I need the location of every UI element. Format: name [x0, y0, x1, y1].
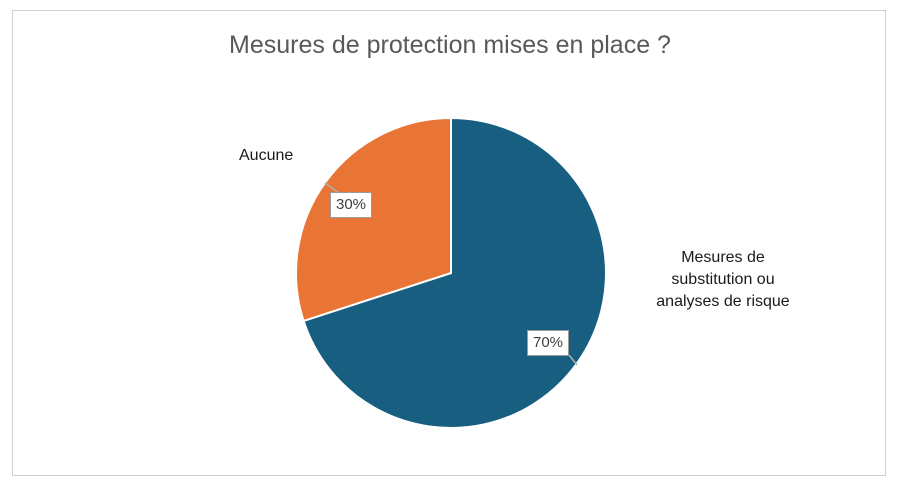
pie-slice-aucune [295, 116, 452, 323]
category-label-aucune: Aucune [239, 147, 294, 164]
chart-frame: Mesures de protection mises en place ? A… [12, 10, 886, 476]
leader-line-30 [324, 182, 340, 194]
chart-title: Mesures de protection mises en place ? [229, 31, 671, 59]
category-label-line: analyses de risque [656, 293, 790, 310]
data-label-30: 30% [330, 192, 373, 218]
category-label-line: substitution ou [671, 271, 775, 288]
category-label-line: Mesures de [681, 249, 765, 266]
data-label-70: 70% [527, 330, 570, 356]
pie-chart [295, 116, 607, 429]
category-label-mesures: Mesures de substitution ou analyses de r… [623, 247, 823, 313]
leader-line-70 [568, 354, 578, 366]
